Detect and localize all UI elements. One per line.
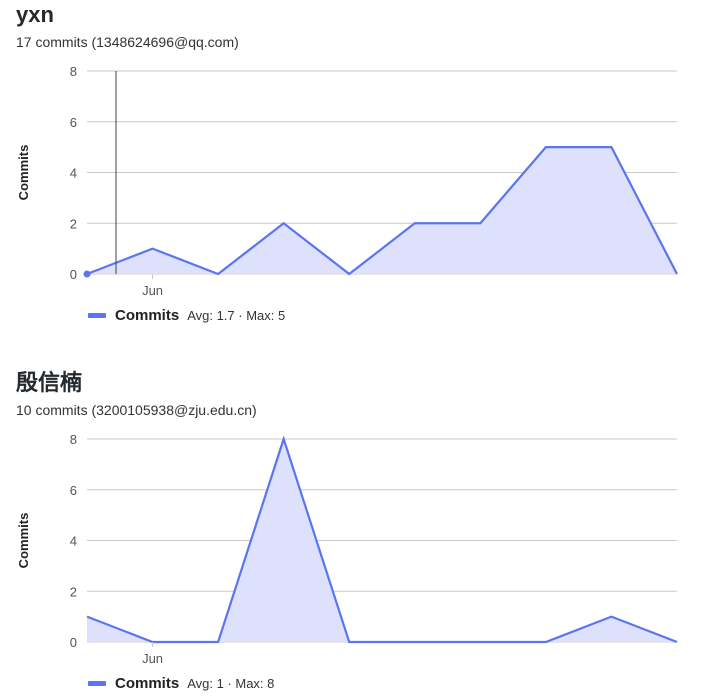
contributor-commit-summary: 17 commits (1348624696@qq.com) (16, 34, 239, 50)
x-tick-label: Jun (142, 283, 163, 298)
legend-series-label[interactable]: Commits (115, 307, 180, 324)
y-tick-label: 4 (70, 166, 77, 181)
chart-legend: Commits Avg: 1 · Max: 8 (88, 675, 274, 692)
x-tick-label: Jun (142, 651, 163, 666)
y-axis-title: Commits (16, 145, 31, 201)
y-tick-label: 8 (70, 432, 77, 447)
commits-chart[interactable]: 0 2 4 6 8 Commits Jun (0, 368, 722, 668)
legend-swatch (88, 313, 106, 318)
legend-swatch (88, 681, 106, 686)
contributor-name[interactable]: yxn (16, 2, 54, 27)
hover-data-point (83, 270, 91, 278)
commits-chart[interactable]: 0 2 4 6 8 Commits Jun (0, 0, 722, 300)
y-tick-label: 2 (70, 216, 77, 231)
series-line (86, 435, 678, 644)
legend-series-label[interactable]: Commits (115, 675, 180, 692)
y-tick-label: 6 (70, 115, 77, 130)
y-tick-label: 0 (70, 635, 77, 650)
y-tick-label: 0 (70, 267, 77, 282)
contributor-name[interactable]: 殷信楠 (16, 370, 83, 395)
y-tick-label: 4 (70, 534, 77, 549)
series-line (86, 146, 678, 276)
y-tick-label: 2 (70, 584, 77, 599)
y-tick-label: 6 (70, 483, 77, 498)
y-axis-title: Commits (16, 513, 31, 569)
legend-stats: Avg: 1 · Max: 8 (187, 676, 275, 691)
chart-legend: Commits Avg: 1.7 · Max: 5 (88, 307, 285, 324)
legend-stats: Avg: 1.7 · Max: 5 (187, 308, 286, 323)
y-tick-label: 8 (70, 64, 77, 79)
contributor-commit-summary: 10 commits (3200105938@zju.edu.cn) (16, 402, 257, 418)
series-area (87, 147, 677, 274)
